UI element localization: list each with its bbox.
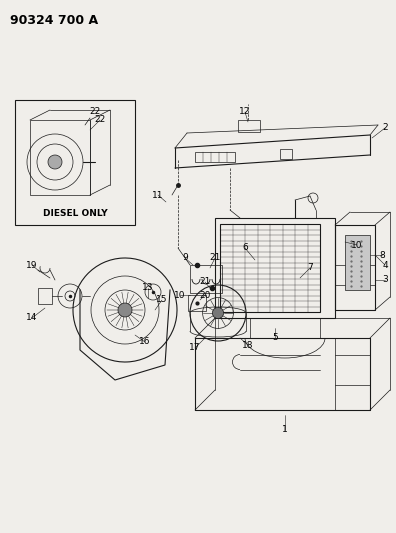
Bar <box>190 265 222 293</box>
Text: 11: 11 <box>152 190 164 199</box>
Circle shape <box>212 308 224 319</box>
Text: 20: 20 <box>199 290 211 300</box>
Text: 12: 12 <box>239 108 251 117</box>
Text: 8: 8 <box>379 251 385 260</box>
Bar <box>345 235 370 290</box>
Text: 5: 5 <box>272 334 278 343</box>
Text: 1: 1 <box>282 425 288 434</box>
Text: 10: 10 <box>351 240 363 249</box>
Text: 6: 6 <box>242 244 248 253</box>
Text: 9: 9 <box>182 254 188 262</box>
Bar <box>215 218 335 318</box>
Text: 21: 21 <box>209 254 221 262</box>
Text: 19: 19 <box>26 261 38 270</box>
Text: 2: 2 <box>382 124 388 133</box>
Bar <box>220 224 320 312</box>
Text: 3: 3 <box>382 276 388 285</box>
Text: 15: 15 <box>156 295 168 304</box>
Text: DIESEL ONLY: DIESEL ONLY <box>43 208 107 217</box>
Bar <box>15 100 135 225</box>
Text: 18: 18 <box>242 341 254 350</box>
Text: 13: 13 <box>142 284 154 293</box>
Bar <box>30 120 90 195</box>
Text: 7: 7 <box>307 263 313 272</box>
Bar <box>195 152 235 162</box>
Text: 22: 22 <box>94 116 106 125</box>
Bar <box>280 149 292 159</box>
Text: 21: 21 <box>199 278 211 287</box>
Circle shape <box>48 155 62 169</box>
Bar <box>188 295 206 311</box>
Text: 14: 14 <box>26 313 38 322</box>
Text: 10: 10 <box>174 290 186 300</box>
Bar <box>38 288 52 304</box>
Bar <box>335 225 375 310</box>
Text: 4: 4 <box>382 261 388 270</box>
Bar <box>238 120 260 132</box>
Text: 16: 16 <box>139 337 151 346</box>
Text: 90324 700 A: 90324 700 A <box>10 14 98 27</box>
Text: 22: 22 <box>89 108 101 117</box>
Text: 17: 17 <box>189 343 201 352</box>
Circle shape <box>118 303 132 317</box>
